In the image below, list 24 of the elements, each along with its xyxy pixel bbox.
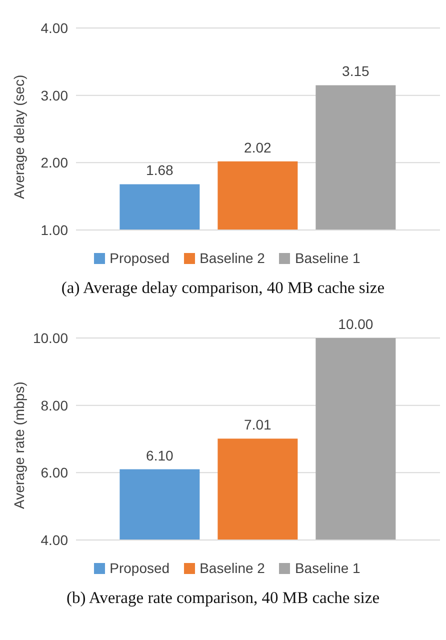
y-tick-label: 4.00 bbox=[40, 20, 68, 36]
legend-label: Proposed bbox=[110, 250, 170, 266]
data-label: 1.68 bbox=[146, 162, 174, 178]
y-axis-title: Average rate (mbps) bbox=[10, 382, 27, 509]
y-tick-label: 3.00 bbox=[40, 87, 68, 104]
text: (b) Average rate comparison, 40 MB cache size bbox=[65, 588, 381, 608]
y-tick-label: 6.00 bbox=[40, 464, 68, 481]
data-label: 6.10 bbox=[146, 447, 174, 464]
legend-label: Baseline 1 bbox=[294, 250, 360, 266]
y-tick-label: 4.00 bbox=[40, 532, 68, 548]
legend-label: Baseline 2 bbox=[200, 250, 265, 266]
y-axis-title: Average delay (sec) bbox=[10, 74, 27, 199]
y-tick-label: 10.00 bbox=[32, 330, 68, 346]
data-label: 10.00 bbox=[338, 316, 374, 332]
data-label: 7.01 bbox=[244, 416, 272, 433]
legend-label: Baseline 1 bbox=[294, 560, 360, 576]
data-label: 3.15 bbox=[342, 63, 370, 80]
y-tick-label: 8.00 bbox=[40, 397, 68, 414]
data-label: 2.02 bbox=[244, 139, 272, 156]
text: (a) Average delay comparison, 40 MB cache size bbox=[60, 278, 386, 298]
y-tick-label: 1.00 bbox=[40, 222, 68, 238]
y-tick-label: 2.00 bbox=[40, 154, 68, 171]
legend-label: Proposed bbox=[110, 560, 170, 576]
legend-label: Baseline 2 bbox=[200, 560, 265, 576]
